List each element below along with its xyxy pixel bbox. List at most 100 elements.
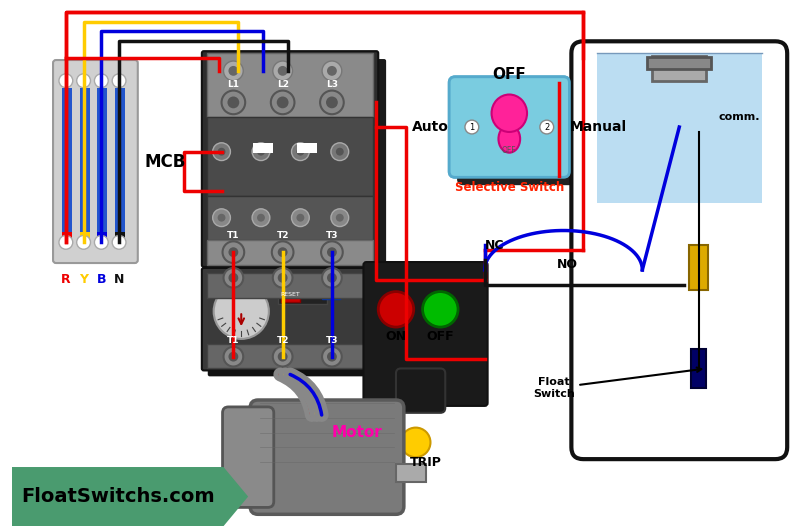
Text: RESET: RESET <box>281 292 301 297</box>
Circle shape <box>278 66 287 76</box>
Bar <box>298 143 317 153</box>
Text: 2: 2 <box>544 122 550 131</box>
Circle shape <box>229 352 238 361</box>
Circle shape <box>327 248 337 257</box>
Bar <box>80 87 90 235</box>
Ellipse shape <box>491 94 527 132</box>
Text: FloatSwitchs.com: FloatSwitchs.com <box>22 487 215 506</box>
Text: OFF: OFF <box>426 330 454 343</box>
Text: TRIP: TRIP <box>410 456 442 469</box>
Circle shape <box>327 66 337 76</box>
FancyBboxPatch shape <box>571 41 787 459</box>
Circle shape <box>213 209 230 226</box>
Bar <box>597 53 762 203</box>
FancyBboxPatch shape <box>396 368 446 413</box>
Circle shape <box>227 96 239 108</box>
Text: Selective Switch: Selective Switch <box>454 181 564 193</box>
Circle shape <box>94 235 108 249</box>
Circle shape <box>321 241 342 263</box>
Polygon shape <box>12 467 248 526</box>
Circle shape <box>223 347 243 367</box>
Bar <box>206 117 374 196</box>
FancyBboxPatch shape <box>250 400 404 514</box>
Text: NO: NO <box>558 259 578 271</box>
Text: T2: T2 <box>276 337 289 346</box>
Ellipse shape <box>498 125 520 153</box>
Circle shape <box>273 347 293 367</box>
Circle shape <box>327 273 337 282</box>
Text: MCB: MCB <box>145 153 186 171</box>
Circle shape <box>378 292 414 327</box>
Text: T3: T3 <box>326 231 338 240</box>
Bar <box>62 87 72 235</box>
Circle shape <box>229 248 238 257</box>
Bar <box>281 285 300 303</box>
FancyBboxPatch shape <box>457 85 578 185</box>
Circle shape <box>278 248 287 257</box>
Circle shape <box>94 74 108 87</box>
Text: N: N <box>114 273 124 286</box>
Circle shape <box>214 284 269 339</box>
Circle shape <box>326 96 338 108</box>
Text: B: B <box>97 273 106 286</box>
Circle shape <box>273 61 293 81</box>
Circle shape <box>322 61 342 81</box>
Circle shape <box>327 352 337 361</box>
Text: L3: L3 <box>326 80 338 89</box>
Text: L1: L1 <box>227 80 239 89</box>
Circle shape <box>422 292 458 327</box>
Text: Manual: Manual <box>570 120 626 134</box>
Text: NC: NC <box>485 239 504 252</box>
Circle shape <box>322 347 342 367</box>
Text: comm.: comm. <box>718 112 760 122</box>
FancyBboxPatch shape <box>449 77 570 178</box>
Circle shape <box>77 74 90 87</box>
Circle shape <box>229 273 238 282</box>
Text: 1: 1 <box>470 122 474 131</box>
Bar <box>115 233 125 238</box>
Circle shape <box>320 91 344 114</box>
FancyBboxPatch shape <box>363 262 488 406</box>
Circle shape <box>331 143 349 161</box>
FancyBboxPatch shape <box>202 268 378 370</box>
Text: Motor: Motor <box>331 425 382 440</box>
Circle shape <box>331 209 349 226</box>
Circle shape <box>252 209 270 226</box>
Circle shape <box>297 148 304 156</box>
Circle shape <box>112 235 126 249</box>
FancyBboxPatch shape <box>210 59 386 275</box>
Text: OFF: OFF <box>493 67 526 82</box>
Circle shape <box>540 120 554 134</box>
Bar <box>206 273 374 297</box>
Circle shape <box>112 74 126 87</box>
Circle shape <box>278 273 287 282</box>
Circle shape <box>223 268 243 288</box>
Text: T1: T1 <box>227 231 240 240</box>
Text: T1: T1 <box>227 337 240 346</box>
Circle shape <box>465 120 478 134</box>
Text: Float
Switch: Float Switch <box>533 367 702 399</box>
Circle shape <box>229 66 238 76</box>
Circle shape <box>271 91 294 114</box>
Text: OFF: OFF <box>502 146 517 155</box>
Circle shape <box>322 268 342 288</box>
Circle shape <box>291 209 310 226</box>
Circle shape <box>273 268 293 288</box>
Bar <box>253 143 273 153</box>
Bar <box>115 87 125 235</box>
Circle shape <box>218 214 226 222</box>
Text: L2: L2 <box>277 80 289 89</box>
Circle shape <box>222 91 246 114</box>
Circle shape <box>277 96 289 108</box>
Circle shape <box>59 74 73 87</box>
Text: ON: ON <box>386 330 406 343</box>
FancyBboxPatch shape <box>208 274 384 376</box>
Circle shape <box>272 241 294 263</box>
Circle shape <box>257 148 265 156</box>
Bar <box>206 53 374 117</box>
Circle shape <box>252 143 270 161</box>
Bar <box>396 464 426 482</box>
Bar <box>80 233 90 238</box>
Bar <box>206 241 374 265</box>
Bar <box>98 87 107 235</box>
